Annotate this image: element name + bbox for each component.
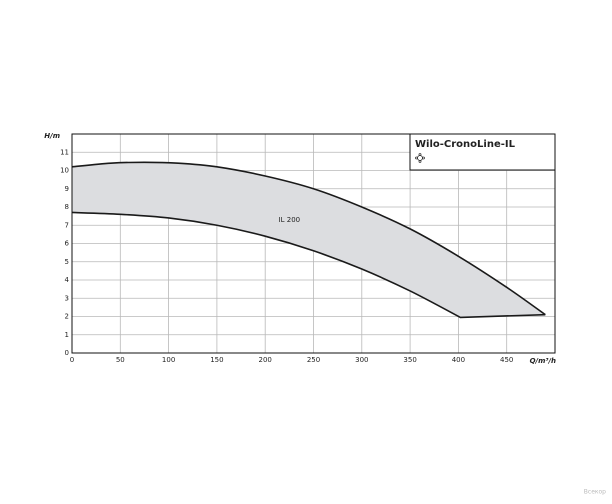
x-tick-label: 450 — [500, 356, 513, 364]
logo-part — [418, 153, 422, 156]
x-tick-label: 300 — [355, 356, 368, 364]
x-tick-label: 100 — [162, 356, 175, 364]
x-tick-label: 400 — [452, 356, 465, 364]
plot-border — [71, 133, 556, 354]
x-tick-label: 250 — [307, 356, 320, 364]
y-tick-label: 9 — [65, 185, 69, 193]
y-tick-label: 10 — [60, 167, 69, 175]
logo-icon — [415, 153, 425, 163]
x-tick-label: 50 — [116, 356, 125, 364]
x-tick-label: 200 — [259, 356, 272, 364]
range-area — [72, 162, 546, 318]
y-tick-label: 3 — [65, 294, 69, 302]
x-tick-label: 350 — [403, 356, 416, 364]
y-tick-label: 4 — [65, 276, 70, 284]
y-axis-label: H/m — [44, 132, 60, 140]
x-tick-label: 150 — [210, 356, 223, 364]
watermark: Всекор — [584, 489, 606, 496]
logo-part — [422, 156, 425, 160]
x-tick-label: 0 — [70, 356, 74, 364]
chart-title: Wilo-CronoLine-IL — [415, 139, 516, 150]
x-axis-label: Q/m³/h — [530, 357, 556, 365]
y-tick-label: 8 — [65, 203, 69, 211]
y-tick-label: 11 — [60, 148, 69, 156]
y-tick-label: 1 — [65, 331, 69, 339]
title-box — [409, 133, 556, 171]
y-tick-label: 2 — [65, 313, 69, 321]
y-tick-label: 0 — [65, 349, 69, 357]
upper-curve — [71, 161, 546, 316]
logo-part — [418, 160, 422, 163]
y-tick-label: 6 — [65, 240, 70, 248]
lower-curve — [71, 211, 546, 319]
logo-part — [415, 156, 418, 160]
annotation: IL 200 — [279, 216, 301, 224]
y-tick-label: 7 — [65, 221, 69, 229]
y-tick-label: 5 — [65, 258, 69, 266]
